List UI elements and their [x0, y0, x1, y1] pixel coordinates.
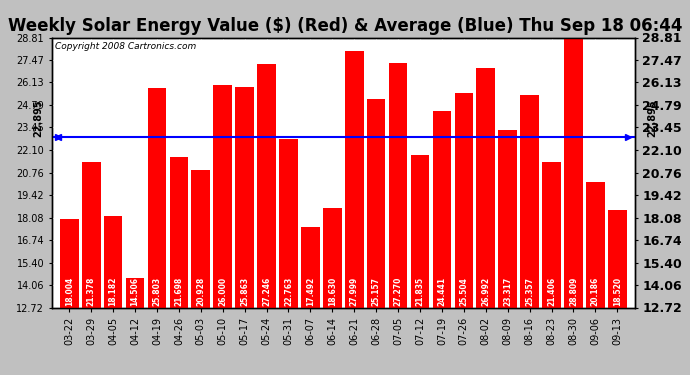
Bar [126, 278, 144, 375]
Text: 27.270: 27.270 [393, 276, 402, 306]
Text: 25.863: 25.863 [240, 277, 249, 306]
Text: 20.928: 20.928 [196, 277, 206, 306]
Bar [367, 99, 386, 375]
Text: 22.895: 22.895 [647, 99, 657, 137]
Text: 25.357: 25.357 [525, 277, 534, 306]
Text: 27.999: 27.999 [350, 277, 359, 306]
Bar [455, 93, 473, 375]
Bar [279, 139, 298, 375]
Text: 22.895: 22.895 [33, 99, 43, 137]
Bar [542, 162, 561, 375]
Bar [586, 182, 604, 375]
Bar [564, 38, 583, 375]
Bar [104, 216, 122, 375]
Text: 25.504: 25.504 [460, 277, 469, 306]
Bar [476, 68, 495, 375]
Text: 25.157: 25.157 [372, 277, 381, 306]
Text: 23.317: 23.317 [503, 277, 512, 306]
Text: 21.378: 21.378 [87, 276, 96, 306]
Bar [520, 96, 539, 375]
Text: 17.492: 17.492 [306, 277, 315, 306]
Text: 18.182: 18.182 [108, 276, 117, 306]
Bar [345, 51, 364, 375]
Text: 26.992: 26.992 [481, 277, 491, 306]
Bar [323, 209, 342, 375]
Text: 18.520: 18.520 [613, 277, 622, 306]
Text: Weekly Solar Energy Value ($) (Red) & Average (Blue) Thu Sep 18 06:44: Weekly Solar Energy Value ($) (Red) & Av… [8, 17, 682, 35]
Bar [433, 111, 451, 375]
Bar [60, 219, 79, 375]
Text: 18.004: 18.004 [65, 277, 74, 306]
Bar [301, 227, 319, 375]
Text: 25.803: 25.803 [152, 277, 161, 306]
Bar [235, 87, 254, 375]
Bar [411, 154, 429, 375]
Bar [257, 64, 276, 375]
Bar [82, 162, 101, 375]
Text: 21.835: 21.835 [415, 277, 424, 306]
Text: Copyright 2008 Cartronics.com: Copyright 2008 Cartronics.com [55, 42, 196, 51]
Text: 26.000: 26.000 [218, 277, 227, 306]
Text: 14.506: 14.506 [130, 277, 139, 306]
Bar [192, 170, 210, 375]
Bar [170, 157, 188, 375]
Text: 18.630: 18.630 [328, 277, 337, 306]
Text: 24.441: 24.441 [437, 277, 446, 306]
Text: 28.809: 28.809 [569, 276, 578, 306]
Bar [498, 130, 517, 375]
Bar [213, 85, 232, 375]
Bar [388, 63, 407, 375]
Text: 21.406: 21.406 [547, 277, 556, 306]
Text: 22.763: 22.763 [284, 277, 293, 306]
Text: 21.698: 21.698 [175, 277, 184, 306]
Text: 27.246: 27.246 [262, 277, 271, 306]
Bar [148, 88, 166, 375]
Text: 20.186: 20.186 [591, 277, 600, 306]
Bar [608, 210, 627, 375]
